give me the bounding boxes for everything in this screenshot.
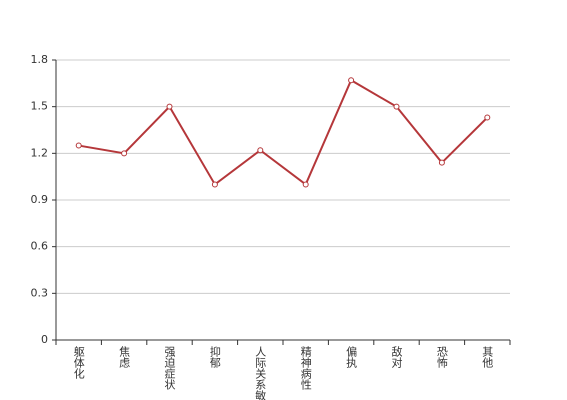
data-point <box>302 181 309 188</box>
x-tick-label: 恐怖 <box>435 346 448 368</box>
data-point <box>75 142 82 149</box>
y-tick-label: 0 <box>41 333 48 346</box>
y-tick-label: 1.2 <box>31 146 49 159</box>
x-tick-label: 焦虑 <box>118 346 131 368</box>
x-tick-label: 其他 <box>481 346 494 368</box>
series-line <box>78 78 489 187</box>
data-point <box>348 77 355 84</box>
x-tick-label: 躯体化 <box>72 346 85 380</box>
data-point <box>393 103 400 110</box>
x-tick-label: 精神病性 <box>299 346 312 391</box>
x-tick-label: 偏执 <box>345 345 358 369</box>
y-tick-label: 0.9 <box>31 193 49 206</box>
x-tick-label: 敌对 <box>390 345 403 368</box>
x-tick-label: 强迫症状 <box>163 346 176 390</box>
data-point <box>438 159 445 166</box>
y-tick-label: 1.5 <box>31 100 49 113</box>
y-tick-label: 1.8 <box>31 53 49 66</box>
y-tick-label: 0.6 <box>31 240 49 253</box>
data-point <box>257 147 264 154</box>
data-point <box>484 114 491 121</box>
y-tick-label: 0.3 <box>31 286 49 299</box>
x-tick-label: 抑郁 <box>208 345 221 368</box>
data-point <box>121 150 128 157</box>
x-tick-label: 人际关系敏感 <box>254 346 267 400</box>
data-point <box>166 103 173 110</box>
data-point <box>211 181 218 188</box>
